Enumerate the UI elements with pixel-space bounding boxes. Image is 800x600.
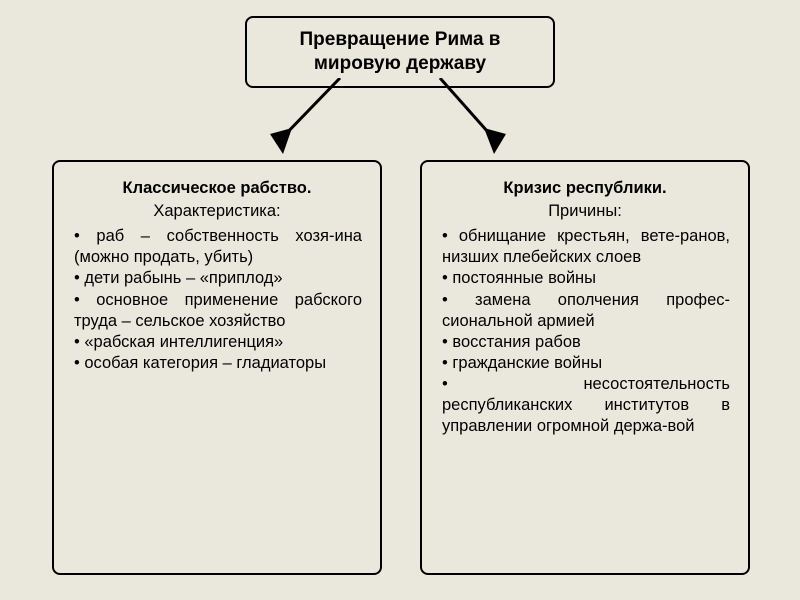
left-heading: Классическое рабство. <box>72 178 362 199</box>
title-box: Превращение Рима в мировую державу <box>245 16 555 88</box>
arrow-left-head <box>270 128 292 154</box>
left-bullets: • раб – собственность хозя-ина (можно пр… <box>72 226 362 374</box>
list-item: • гражданские войны <box>440 353 730 374</box>
bullet-text: раб – собственность хозя-ина (можно прод… <box>74 227 362 266</box>
title-line1: Превращение Рима в <box>300 29 501 50</box>
list-item: • дети рабынь – «приплод» <box>72 268 362 289</box>
list-item: • обнищание крестьян, вете-ранов, низших… <box>440 226 730 268</box>
arrow-right-head <box>484 128 506 154</box>
bullet-text: «рабская интеллигенция» <box>84 333 283 351</box>
list-item: • «рабская интеллигенция» <box>72 332 362 353</box>
right-subheading: Причины: <box>440 201 730 222</box>
bullet-text: восстания рабов <box>452 333 580 351</box>
list-item: • раб – собственность хозя-ина (можно пр… <box>72 226 362 268</box>
right-bullets: • обнищание крестьян, вете-ранов, низших… <box>440 226 730 437</box>
right-content-box: Кризис республики. Причины: • обнищание … <box>420 160 750 575</box>
bullet-text: замена ополчения профес-сиональной армие… <box>442 291 730 330</box>
bullet-text: гражданские войны <box>452 354 602 372</box>
bullet-text: основное применение рабского труда – сел… <box>74 291 362 330</box>
right-heading: Кризис республики. <box>440 178 730 199</box>
list-item: • замена ополчения профес-сиональной арм… <box>440 290 730 332</box>
left-content-box: Классическое рабство. Характеристика: • … <box>52 160 382 575</box>
bullet-text: несостоятельность республиканских инстит… <box>442 375 730 435</box>
list-item: • несостоятельность республиканских инст… <box>440 374 730 437</box>
bullet-text: обнищание крестьян, вете-ранов, низших п… <box>442 227 730 266</box>
bullet-text: постоянные войны <box>452 269 596 287</box>
list-item: • восстания рабов <box>440 332 730 353</box>
list-item: • основное применение рабского труда – с… <box>72 290 362 332</box>
left-subheading: Характеристика: <box>72 201 362 222</box>
bullet-text: особая категория – гладиаторы <box>84 354 326 372</box>
list-item: • постоянные войны <box>440 268 730 289</box>
title-line2: мировую державу <box>314 53 486 74</box>
bullet-text: дети рабынь – «приплод» <box>84 269 282 287</box>
connector-arrows <box>0 78 800 168</box>
list-item: • особая категория – гладиаторы <box>72 353 362 374</box>
